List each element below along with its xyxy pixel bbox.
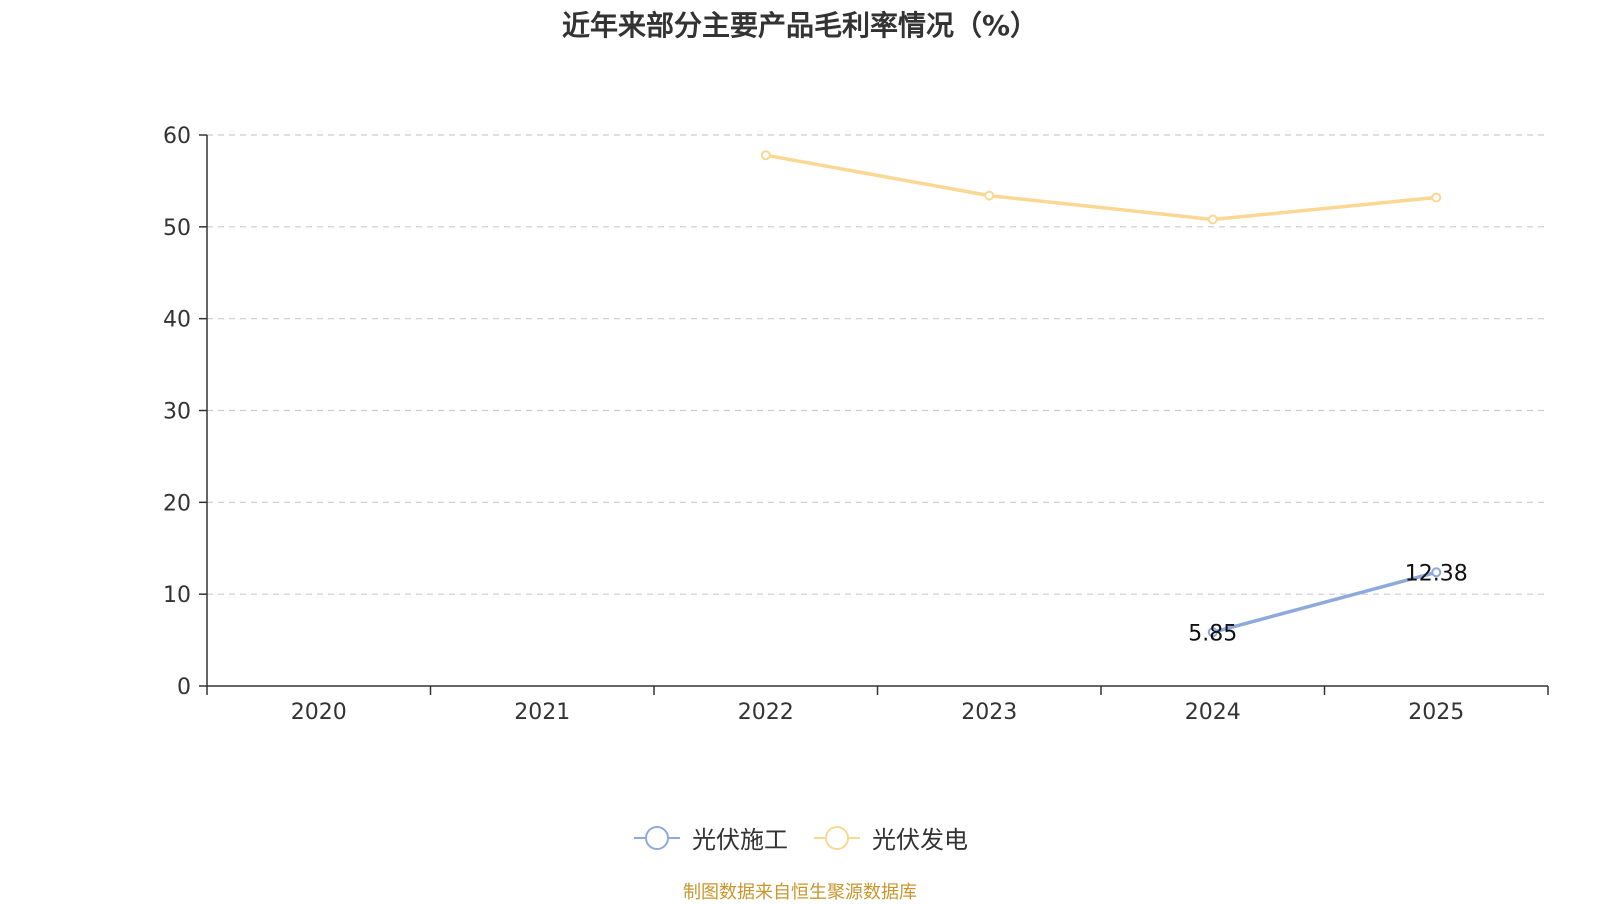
y-tick-label: 30	[163, 400, 191, 425]
data-point[interactable]	[1207, 627, 1218, 638]
source-note: 制图数据来自恒生聚源数据库	[683, 882, 917, 903]
chart-title: 近年来部分主要产品毛利率情况（%）	[561, 9, 1039, 42]
y-tick-label: 60	[163, 124, 191, 149]
data-point[interactable]	[760, 150, 771, 161]
series-line-1	[765, 153, 1437, 222]
grid-lines	[207, 134, 1548, 595]
legend: 光伏施工 光伏发电	[0, 820, 1600, 855]
series-lines	[760, 150, 1442, 638]
x-tick-label: 2020	[291, 700, 347, 725]
axes: 0 10 20 30 40 50 60 2020 2021 2022 2023 2024 2025	[163, 124, 1549, 725]
data-point[interactable]	[1431, 567, 1442, 578]
data-label: 5.85	[1188, 621, 1237, 646]
y-tick-label: 0	[177, 675, 191, 700]
y-tick-label: 40	[163, 308, 191, 333]
data-point[interactable]	[1431, 192, 1442, 203]
legend-item-series-1[interactable]: 光伏发电	[812, 820, 968, 855]
data-labels: 5.85 12.38	[1188, 561, 1467, 646]
x-tick-label: 2025	[1408, 700, 1464, 725]
legend-marker-icon	[814, 825, 860, 850]
series-line-0	[1212, 570, 1437, 634]
x-tick-label: 2024	[1185, 700, 1241, 725]
x-tick-label: 2022	[738, 700, 794, 725]
y-tick-label: 50	[163, 216, 191, 241]
legend-item-series-0[interactable]: 光伏施工	[632, 820, 788, 855]
y-tick-label: 20	[163, 491, 191, 516]
x-tick-label: 2023	[961, 700, 1017, 725]
legend-label: 光伏施工	[692, 826, 788, 854]
legend-label: 光伏发电	[872, 826, 968, 854]
y-tick-label: 10	[163, 583, 191, 608]
data-point[interactable]	[984, 190, 995, 201]
data-label: 12.38	[1405, 561, 1468, 586]
data-point[interactable]	[1207, 214, 1218, 225]
x-tick-label: 2021	[514, 700, 570, 725]
legend-marker-icon	[634, 825, 680, 850]
